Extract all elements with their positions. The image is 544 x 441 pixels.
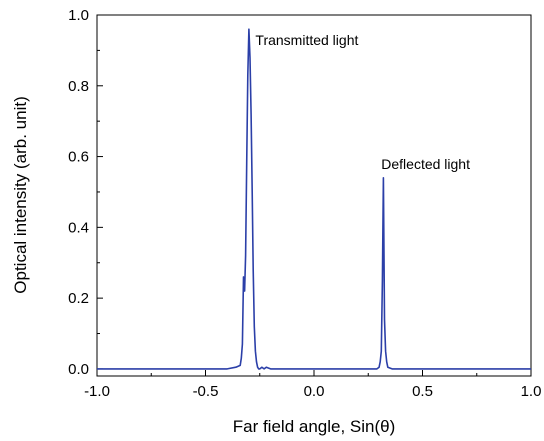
- annotation-label: Deflected light: [381, 156, 470, 172]
- y-tick-label: 0.0: [68, 361, 89, 378]
- x-tick-label: 0.5: [412, 383, 433, 400]
- y-tick-label: 0.2: [68, 290, 89, 307]
- x-axis-ticks: -1.0 -0.5 0.0 0.5 1.0: [84, 370, 541, 400]
- y-tick-label: 0.4: [68, 219, 89, 236]
- y-tick-label: 1.0: [68, 7, 89, 24]
- x-tick-label: 0.0: [304, 383, 325, 400]
- x-tick-label: -1.0: [84, 383, 110, 400]
- intensity-line: [97, 28, 531, 370]
- y-tick-label: 0.6: [68, 149, 89, 166]
- plot-frame: [96, 14, 532, 377]
- annotation-label: Transmitted light: [255, 32, 358, 48]
- x-axis-title: Far field angle, Sin(θ): [233, 417, 396, 436]
- y-axis-ticks: 0.0 0.2 0.4 0.6 0.8 1.0: [68, 7, 103, 378]
- y-tick-label: 0.8: [68, 78, 89, 95]
- x-tick-label: 1.0: [521, 383, 542, 400]
- x-tick-label: -0.5: [193, 383, 219, 400]
- y-axis-title: Optical intensity (arb. unit): [11, 96, 30, 293]
- series-layer: [97, 28, 531, 370]
- annotations: Transmitted light Deflected light: [255, 32, 470, 172]
